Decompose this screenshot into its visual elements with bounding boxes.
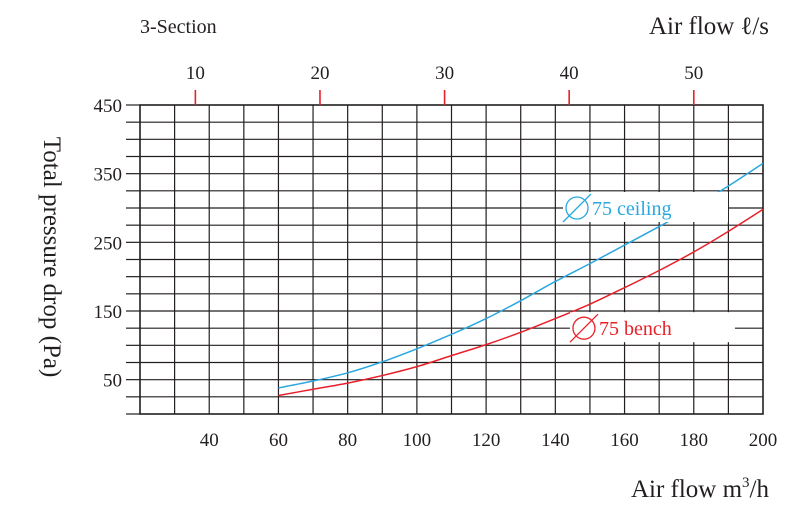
x-axis-bottom-title: Air flow m3/h: [631, 475, 770, 503]
x-tick-label: 160: [610, 430, 639, 451]
y-tick-label: 250: [94, 233, 123, 254]
y-tick-label: 150: [94, 302, 123, 323]
axis-ticks: 40 60 80 100 120 140 160 180 200 50 150 250 350 450 10…: [94, 63, 778, 451]
x-axis-bottom-suffix: /h: [750, 476, 770, 503]
series-label-bg: [563, 192, 729, 222]
x-tick-label: 100: [403, 430, 432, 451]
top-tick-label: 40: [560, 63, 579, 84]
x-axis-top-label: Air flow: [649, 13, 734, 40]
x-tick-label: 120: [472, 430, 501, 451]
top-tick-label: 20: [310, 63, 329, 84]
diameter-icon-slash: [562, 193, 592, 223]
series-line: [278, 208, 764, 397]
x-axis-top-unit: ℓ/s: [740, 13, 769, 40]
series-labels: 75 ceiling 75 bench: [562, 192, 735, 343]
x-axis-bottom-label: Air flow m: [631, 476, 743, 503]
x-axis-bottom-exponent: 3: [742, 475, 750, 491]
section-label: 3-Section: [140, 16, 217, 38]
x-tick-label: 40: [200, 430, 219, 451]
top-tick-label: 10: [186, 63, 205, 84]
diameter-icon: [572, 316, 596, 340]
x-axis-top-title: Air flow ℓ/s: [649, 13, 769, 40]
diameter-icon-slash: [569, 313, 599, 343]
top-tick-label: 30: [435, 63, 454, 84]
series-name: 75 ceiling: [592, 198, 671, 220]
series-label: 75 ceiling: [562, 192, 729, 223]
series-label-bg: [569, 312, 735, 343]
x-tick-label: 180: [680, 430, 709, 451]
series-label: 75 bench: [569, 312, 735, 343]
y-axis-title: Total pressure drop (Pa): [38, 137, 65, 378]
diameter-icon: [565, 196, 589, 220]
y-tick-label: 50: [103, 371, 122, 392]
grid: [126, 104, 764, 415]
x-tick-label: 140: [541, 430, 570, 451]
top-tick-label: 50: [684, 63, 703, 84]
y-tick-label: 350: [94, 165, 123, 186]
x-tick-label: 60: [269, 430, 288, 451]
x-tick-label: 80: [338, 430, 357, 451]
y-tick-label: 450: [94, 96, 123, 117]
x-tick-label: 200: [749, 430, 778, 451]
series-name: 75 bench: [599, 318, 672, 340]
